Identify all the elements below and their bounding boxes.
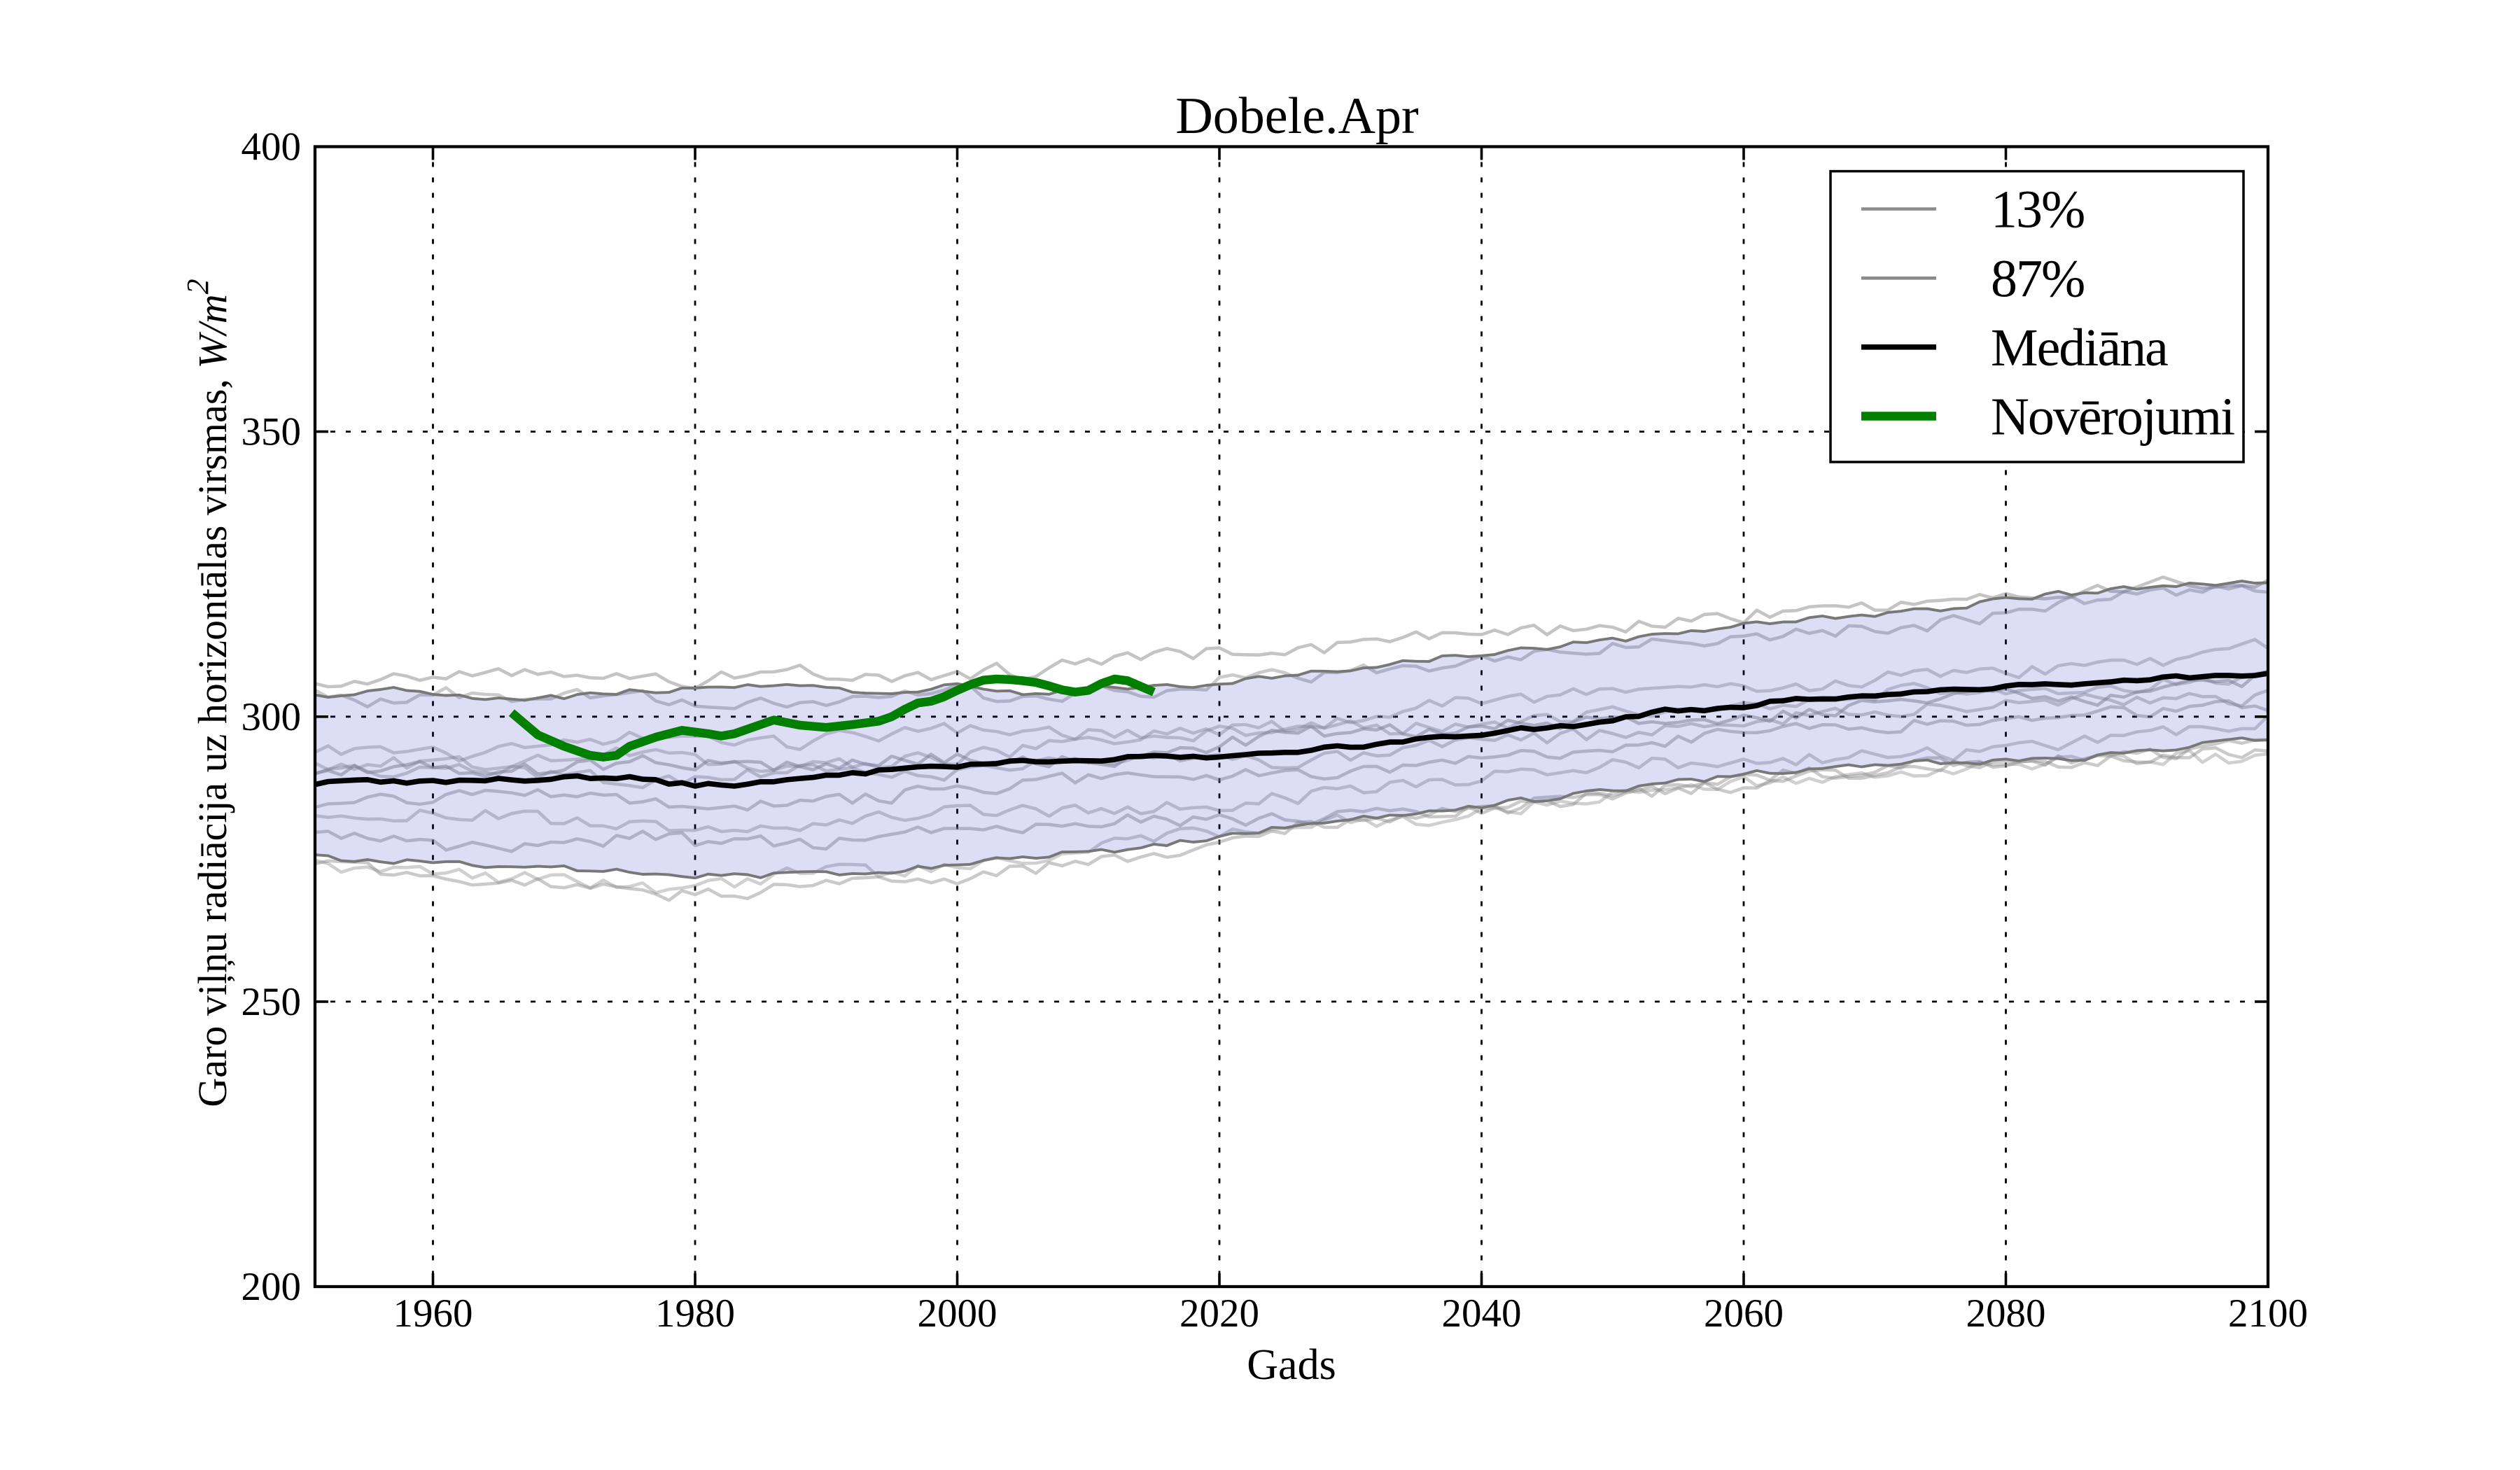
svg-text:13%: 13% [1991,181,2084,239]
svg-text:Mediāna: Mediāna [1991,318,2168,377]
svg-text:87%: 87% [1991,249,2084,308]
svg-text:Dobele.Apr: Dobele.Apr [1175,88,1418,145]
svg-text:2080: 2080 [1966,1292,2046,1336]
svg-text:400: 400 [241,125,302,169]
svg-text:Novērojumi: Novērojumi [1991,388,2234,447]
svg-text:Garo viļņu radiācija uz horizo: Garo viļņu radiācija uz horizontālas vir… [181,279,235,1107]
svg-text:1980: 1980 [655,1292,735,1336]
svg-text:2020: 2020 [1180,1292,1259,1336]
svg-text:200: 200 [241,1265,302,1309]
svg-text:2000: 2000 [918,1292,997,1336]
svg-text:2040: 2040 [1442,1292,1522,1336]
svg-text:Gads: Gads [1247,1341,1336,1389]
svg-text:2100: 2100 [2228,1292,2308,1336]
svg-text:300: 300 [241,695,302,739]
svg-text:350: 350 [241,410,302,454]
svg-text:1960: 1960 [393,1292,473,1336]
svg-text:2060: 2060 [1704,1292,1784,1336]
svg-text:250: 250 [241,980,302,1024]
